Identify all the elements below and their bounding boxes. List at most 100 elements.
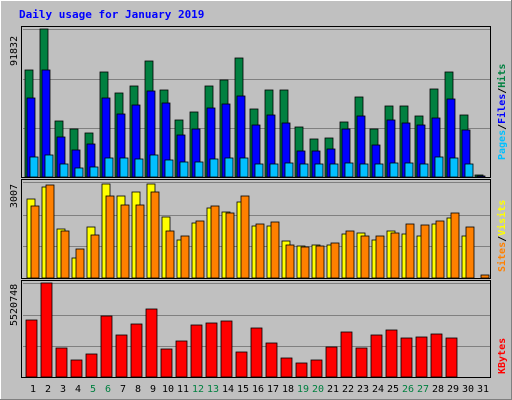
bar-sites-day-4 — [75, 248, 85, 279]
bar-pages-day-11 — [179, 161, 189, 178]
bar-kbytes-day-9-body — [145, 308, 158, 378]
bar-kbytes-day-4 — [70, 359, 83, 378]
bar-kbytes-day-29-body — [445, 337, 458, 378]
kbytes-legend: KBytes — [497, 338, 508, 374]
x-label-day-13: 13 — [207, 384, 219, 395]
bar-sites-day-27 — [420, 224, 430, 279]
bar-sites-day-11-body — [180, 235, 190, 279]
bar-sites-day-19-body — [300, 246, 310, 279]
bar-sites-day-19 — [300, 246, 310, 279]
bar-sites-day-28 — [435, 220, 445, 279]
bar-kbytes-day-3 — [55, 347, 68, 378]
bar-sites-day-21-body — [330, 242, 340, 279]
bar-pages-day-19-body — [299, 163, 309, 178]
bar-pages-day-29 — [449, 157, 459, 178]
x-label-day-20: 20 — [312, 384, 324, 395]
bar-kbytes-day-27-body — [415, 336, 428, 378]
bar-pages-day-4 — [74, 167, 84, 178]
bar-pages-day-8 — [134, 158, 144, 178]
bar-kbytes-day-22-body — [340, 331, 353, 378]
bar-sites-day-12-body — [195, 220, 205, 279]
bar-sites-day-9-body — [150, 191, 160, 279]
bar-kbytes-day-28-body — [430, 333, 443, 378]
bar-kbytes-day-2 — [40, 282, 53, 378]
x-label-day-24: 24 — [372, 384, 384, 395]
bar-files-day-31-body — [476, 175, 486, 178]
x-label-day-12: 12 — [192, 384, 204, 395]
bar-kbytes-day-23 — [355, 347, 368, 378]
x-label-day-3: 3 — [60, 384, 66, 395]
bar-pages-day-16-body — [254, 163, 264, 178]
x-label-day-16: 16 — [252, 384, 264, 395]
x-label-day-29: 29 — [447, 384, 459, 395]
bar-sites-day-30 — [465, 226, 475, 279]
x-label-day-7: 7 — [120, 384, 126, 395]
bar-kbytes-day-11-body — [175, 340, 188, 378]
hits-ymax-label: 91832 — [9, 36, 20, 66]
bar-sites-day-1 — [30, 205, 40, 279]
bar-pages-day-30-body — [464, 163, 474, 178]
bar-kbytes-day-12-body — [190, 324, 203, 378]
bar-pages-day-24-body — [374, 163, 384, 178]
bar-kbytes-day-29 — [445, 337, 458, 378]
bar-sites-day-18-body — [285, 244, 295, 279]
x-label-day-4: 4 — [75, 384, 81, 395]
bar-sites-day-12 — [195, 220, 205, 279]
bar-pages-day-17-body — [269, 163, 279, 178]
bar-pages-day-29-body — [449, 157, 459, 178]
bar-kbytes-day-18 — [280, 357, 293, 378]
bar-kbytes-day-17 — [265, 342, 278, 378]
bar-sites-day-13-body — [210, 205, 220, 279]
bar-pages-day-14 — [224, 157, 234, 178]
bar-sites-day-4-body — [75, 248, 85, 279]
bar-kbytes-day-7-body — [115, 334, 128, 378]
bar-pages-day-30 — [464, 163, 474, 178]
bar-sites-day-27-body — [420, 224, 430, 279]
bar-pages-day-1 — [29, 156, 39, 178]
legend-hits: Hits — [496, 64, 508, 88]
bar-kbytes-day-8-body — [130, 323, 143, 378]
bar-sites-day-2 — [45, 184, 55, 279]
bar-pages-day-17 — [269, 163, 279, 178]
bar-sites-day-6-body — [105, 195, 115, 279]
bar-sites-day-8-body — [135, 204, 145, 279]
bar-pages-day-22-body — [344, 162, 354, 178]
bar-sites-day-28-body — [435, 220, 445, 279]
bar-kbytes-day-23-body — [355, 347, 368, 378]
bar-kbytes-day-18-body — [280, 357, 293, 378]
bar-pages-day-10-body — [164, 159, 174, 178]
bar-sites-day-15 — [240, 195, 250, 279]
legend-pages: Pages — [497, 130, 508, 160]
bar-sites-day-23 — [360, 235, 370, 279]
bar-kbytes-day-21-body — [325, 346, 338, 378]
bar-sites-day-5-body — [90, 234, 100, 279]
bar-pages-day-21 — [329, 163, 339, 178]
bar-pages-day-26-body — [404, 162, 414, 178]
bar-sites-day-24 — [375, 235, 385, 279]
bar-pages-day-27-body — [419, 163, 429, 178]
x-label-day-14: 14 — [222, 384, 234, 395]
bar-pages-day-7-body — [119, 157, 129, 178]
bar-sites-day-29 — [450, 212, 460, 279]
bar-sites-day-10 — [165, 230, 175, 279]
legend-visits: Visits — [496, 200, 508, 236]
x-label-day-9: 9 — [150, 384, 156, 395]
bar-sites-day-3-body — [60, 230, 70, 279]
x-label-day-6: 6 — [105, 384, 111, 395]
legend-sep-3: / — [497, 236, 508, 242]
bar-pages-day-28 — [434, 156, 444, 178]
bar-pages-day-5-body — [89, 166, 99, 178]
bar-pages-day-11-body — [179, 161, 189, 178]
bar-pages-day-25-body — [389, 162, 399, 178]
x-label-day-31: 31 — [477, 384, 489, 395]
kbytes-ymax-label: 5520748 — [9, 284, 20, 326]
bar-kbytes-day-5 — [85, 353, 98, 378]
bar-sites-day-30-body — [465, 226, 475, 279]
bar-kbytes-day-15-body — [235, 351, 248, 378]
bar-pages-day-15 — [239, 157, 249, 178]
bar-sites-day-14-body — [225, 212, 235, 279]
bar-sites-day-11 — [180, 235, 190, 279]
bar-sites-day-2-body — [45, 184, 55, 279]
bar-pages-day-20-body — [314, 163, 324, 178]
